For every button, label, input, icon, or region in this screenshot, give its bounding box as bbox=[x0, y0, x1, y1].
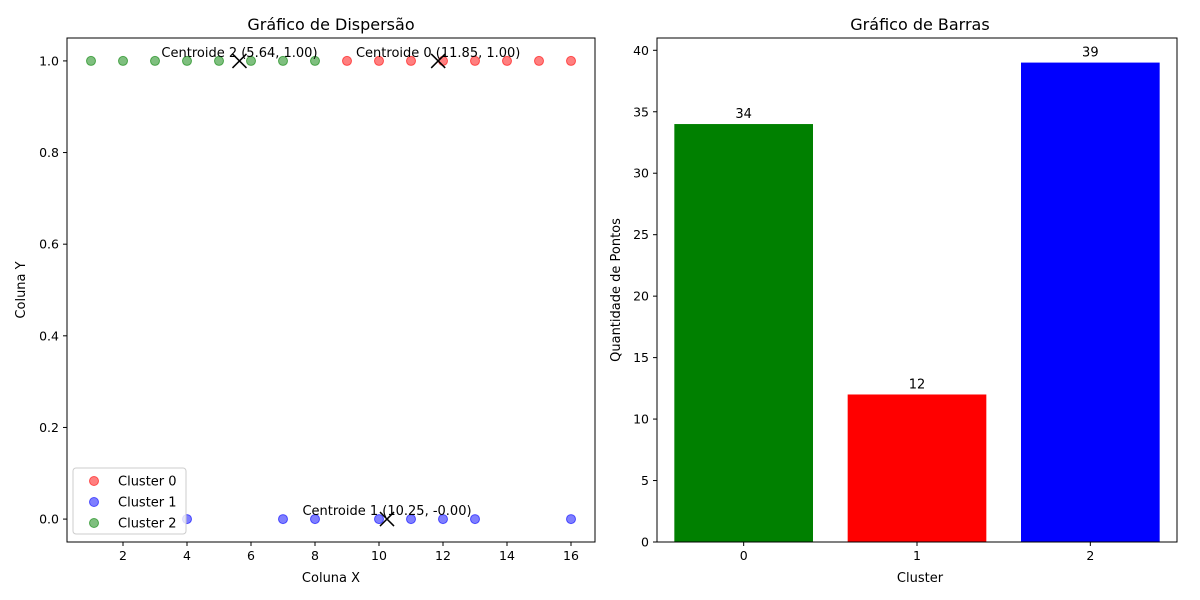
bar-value-label: 12 bbox=[909, 377, 926, 392]
scatter-y-tick-label: 0.0 bbox=[39, 512, 59, 527]
scatter-point bbox=[534, 55, 544, 66]
legend-swatch bbox=[89, 497, 99, 507]
scatter-title: Gráfico de Dispersão bbox=[247, 15, 414, 34]
scatter-point bbox=[406, 55, 416, 66]
bar-y-tick-label: 40 bbox=[633, 43, 649, 58]
scatter-point bbox=[278, 55, 288, 66]
scatter-x-tick-label: 4 bbox=[183, 548, 191, 563]
centroid-marker bbox=[231, 53, 248, 69]
bar bbox=[674, 124, 813, 543]
bar-y-tick-label: 5 bbox=[641, 473, 649, 488]
centroid-x-stroke bbox=[231, 53, 248, 69]
scatter-y-tick-label: 0.4 bbox=[39, 328, 59, 343]
bar-x-tick-label: 2 bbox=[1086, 548, 1094, 563]
bar bbox=[1021, 62, 1160, 543]
bar-title: Gráfico de Barras bbox=[850, 15, 989, 34]
bar-y-tick-label: 35 bbox=[633, 104, 649, 119]
scatter-chart: Gráfico de Dispersão Coluna X Coluna Y 2… bbox=[14, 15, 596, 586]
scatter-x-tick-label: 16 bbox=[563, 548, 579, 563]
scatter-x-tick-label: 14 bbox=[499, 548, 515, 563]
scatter-point bbox=[342, 55, 352, 66]
bar-y-tick-label: 10 bbox=[633, 412, 649, 427]
bar-chart: Gráfico de Barras Cluster Quantidade de … bbox=[609, 15, 1178, 586]
bar bbox=[847, 394, 987, 542]
legend-entry: Cluster 2 bbox=[118, 517, 177, 532]
centroid-label: Centroide 2 (5.64, 1.00) bbox=[161, 46, 317, 61]
centroid-marker bbox=[430, 53, 446, 69]
scatter-point bbox=[278, 514, 288, 525]
scatter-point bbox=[406, 514, 416, 525]
scatter-legend: Cluster 0 Cluster 1 Cluster 2 bbox=[72, 467, 187, 535]
bar-plot-frame bbox=[656, 37, 1178, 543]
scatter-y-axis-label: Coluna Y bbox=[14, 261, 29, 318]
bar-value-label: 34 bbox=[735, 107, 752, 122]
scatter-y-tick-label: 0.8 bbox=[39, 145, 59, 160]
legend-swatch bbox=[89, 518, 99, 528]
scatter-point bbox=[502, 55, 512, 66]
bar-y-tick-label: 30 bbox=[633, 166, 649, 181]
scatter-point bbox=[118, 55, 128, 66]
scatter-point bbox=[374, 55, 384, 66]
bar-y-tick-label: 20 bbox=[633, 289, 649, 304]
scatter-points bbox=[86, 55, 576, 525]
scatter-y-tick-label: 0.6 bbox=[39, 237, 59, 252]
scatter-x-tick-label: 12 bbox=[435, 548, 451, 563]
scatter-y-tick-label: 0.2 bbox=[39, 420, 59, 435]
bar-y-tick-label: 15 bbox=[633, 350, 649, 365]
bar-x-tick-label: 0 bbox=[740, 548, 748, 563]
legend-entry: Cluster 0 bbox=[118, 475, 177, 490]
scatter-point bbox=[182, 55, 192, 66]
bar-y-tick-label: 0 bbox=[641, 535, 649, 550]
legend-swatch bbox=[89, 476, 99, 486]
centroid-label: Centroide 1 (10.25, -0.00) bbox=[302, 504, 471, 519]
scatter-x-tick-label: 10 bbox=[371, 548, 387, 563]
scatter-centroids: Centroide 0 (11.85, 1.00) Centroide 1 (10… bbox=[161, 46, 520, 527]
bar-x-axis-label: Cluster bbox=[897, 571, 944, 586]
legend-box bbox=[72, 467, 187, 535]
scatter-x-tick-label: 8 bbox=[311, 548, 319, 563]
centroid-x-stroke bbox=[379, 511, 395, 527]
scatter-point bbox=[86, 55, 96, 66]
scatter-point bbox=[246, 55, 256, 66]
scatter-point bbox=[214, 55, 224, 66]
scatter-point bbox=[470, 514, 480, 525]
centroid-x-stroke bbox=[430, 53, 446, 69]
centroid-marker bbox=[379, 511, 395, 527]
scatter-plot-frame bbox=[66, 37, 596, 543]
scatter-point bbox=[310, 514, 320, 525]
scatter-point bbox=[566, 514, 576, 525]
scatter-point bbox=[150, 55, 160, 66]
scatter-y-tick-label: 1.0 bbox=[39, 53, 59, 68]
bar-value-label: 39 bbox=[1082, 46, 1099, 61]
scatter-point bbox=[470, 55, 480, 66]
scatter-point bbox=[310, 55, 320, 66]
centroid-label: Centroide 0 (11.85, 1.00) bbox=[356, 46, 520, 61]
scatter-x-tick-label: 2 bbox=[119, 548, 127, 563]
scatter-x-tick-label: 6 bbox=[247, 548, 255, 563]
scatter-point bbox=[374, 514, 384, 525]
scatter-point bbox=[438, 514, 448, 525]
bar-y-tick-label: 25 bbox=[633, 227, 649, 242]
bar-y-axis-label: Quantidade de Pontos bbox=[609, 218, 624, 362]
bar-x-tick-label: 1 bbox=[913, 548, 921, 563]
scatter-point bbox=[566, 55, 576, 66]
scatter-ticks: 2 4 6 8 10 12 14 16 0.0 0.2 0.4 0.6 0.8 1.0 bbox=[39, 53, 579, 563]
legend-entry: Cluster 1 bbox=[118, 496, 177, 511]
scatter-x-axis-label: Coluna X bbox=[302, 571, 360, 586]
bar-bars: 34 12 39 bbox=[674, 46, 1160, 543]
